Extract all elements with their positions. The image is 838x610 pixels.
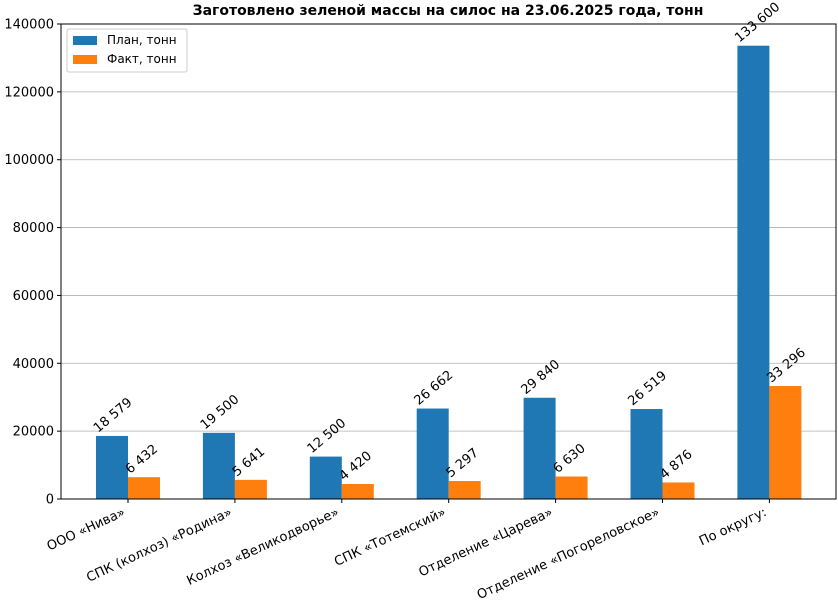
y-tick-label: 0 (46, 493, 54, 508)
data-label: 12 500 (305, 416, 349, 457)
legend-label-fact: Факт, тонн (107, 52, 177, 66)
x-tick-label: По округу: (697, 505, 769, 549)
x-tick-label: ООО «Нива» (45, 505, 128, 554)
data-label: 33 296 (764, 345, 808, 386)
y-tick-label: 80000 (13, 221, 54, 236)
x-axis: ООО «Нива»СПК (колхоз) «Родина»Колхоз «В… (45, 499, 770, 603)
legend-swatch-fact (73, 55, 97, 64)
data-label: 6 432 (123, 442, 161, 477)
bar-plan (96, 435, 128, 499)
y-tick-label: 120000 (4, 85, 54, 100)
data-label: 26 662 (412, 368, 456, 409)
bars (96, 45, 802, 499)
y-tick-label: 20000 (13, 425, 54, 440)
legend-swatch-plan (73, 36, 97, 45)
data-label: 4 876 (657, 447, 695, 482)
y-axis: 0 20000 40000 60000 80000 100000 120000 140000 (4, 18, 61, 508)
bar-plan (523, 397, 556, 499)
data-label: 133 600 (732, 0, 783, 46)
data-label: 26 519 (625, 368, 669, 409)
data-label: 18 579 (91, 395, 135, 436)
y-tick-label: 40000 (13, 357, 54, 372)
grid-lines (61, 23, 836, 500)
bar-fact (234, 479, 267, 499)
bar-plan (202, 432, 235, 499)
y-tick-label: 100000 (4, 153, 54, 168)
data-label: 5 297 (444, 446, 482, 481)
bar-fact (555, 476, 588, 499)
y-tick-label: 60000 (13, 289, 54, 304)
data-label: 6 630 (551, 441, 589, 476)
bar-fact (128, 477, 160, 499)
bar-fact (769, 386, 802, 499)
legend-label-plan: План, тонн (107, 33, 177, 47)
y-tick-label: 140000 (4, 18, 54, 33)
data-label: 4 420 (337, 449, 375, 484)
bar-plan (416, 408, 449, 499)
data-label: 5 641 (230, 445, 268, 480)
data-label: 19 500 (198, 392, 242, 433)
bar-fact (341, 484, 374, 499)
legend: План, тонн Факт, тонн (66, 28, 188, 73)
bar-plan (630, 409, 663, 499)
bar-plan (737, 45, 770, 499)
chart-title: Заготовлено зеленой массы на силос на 23… (193, 3, 704, 19)
x-tick-label: Отделение «Погореловское» (475, 505, 662, 603)
bar-plan (309, 456, 342, 499)
bar-fact (662, 482, 695, 499)
bar-fact (448, 481, 481, 499)
